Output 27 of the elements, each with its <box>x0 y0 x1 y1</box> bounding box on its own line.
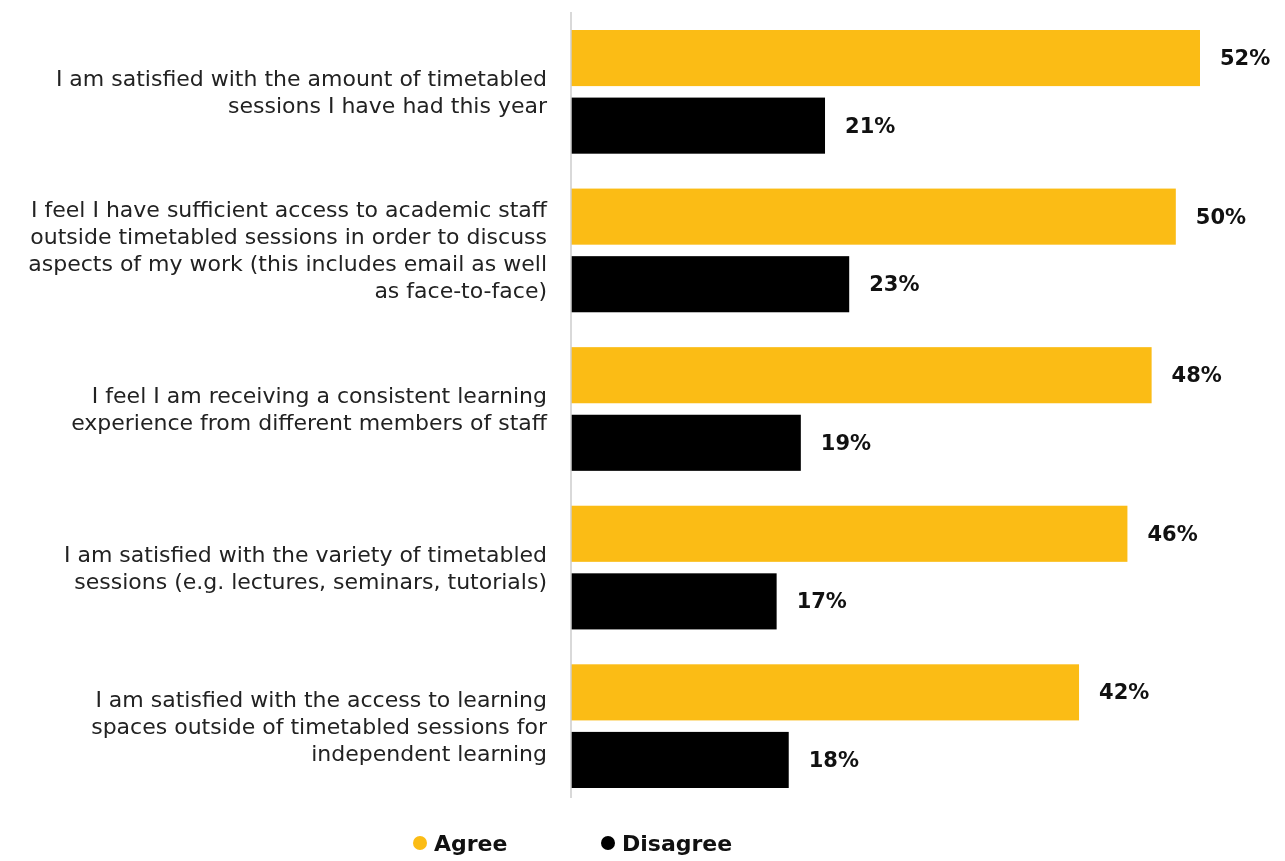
y-tick-label: I am satisfied with the amount of timetabled sessions I have had this year <box>55 65 548 118</box>
bar <box>571 731 789 788</box>
data-label: 18% <box>808 747 859 772</box>
legend-label: Disagree <box>622 830 733 856</box>
data-label: 19% <box>820 430 872 455</box>
data-label: 23% <box>869 272 920 297</box>
bar <box>571 664 1080 721</box>
data-label: 46% <box>1147 521 1198 546</box>
bar <box>571 505 1128 562</box>
data-label: 48% <box>1171 363 1222 388</box>
y-tick-label: I am satisfied with the variety of timetabled sessions (e.g. lectures, seminars, tutorials) <box>63 541 547 594</box>
bar <box>571 97 826 154</box>
data-label: 50% <box>1195 204 1247 229</box>
data-label: 17% <box>796 589 847 614</box>
bar <box>571 347 1152 404</box>
bar <box>571 256 850 313</box>
y-tick-label: I feel I am receiving a consistent learning experience from different members of staff <box>71 383 548 435</box>
y-tick-label: I am satisfied with the access to learning spaces outside of timetabled sessions for independent learning <box>91 686 548 766</box>
data-label: 42% <box>1099 680 1150 705</box>
bar <box>571 414 801 471</box>
y-tick-label: I feel I have sufficient access to academic staff outside timetabled sessions in order to discuss aspects of my work (this includes email as well as face-to-face) <box>28 197 548 304</box>
bar <box>571 188 1176 245</box>
legend-label: Agree <box>434 830 508 856</box>
data-label: 52% <box>1220 46 1271 71</box>
data-label: 21% <box>845 113 896 138</box>
bar <box>571 30 1200 87</box>
bar <box>571 573 777 630</box>
